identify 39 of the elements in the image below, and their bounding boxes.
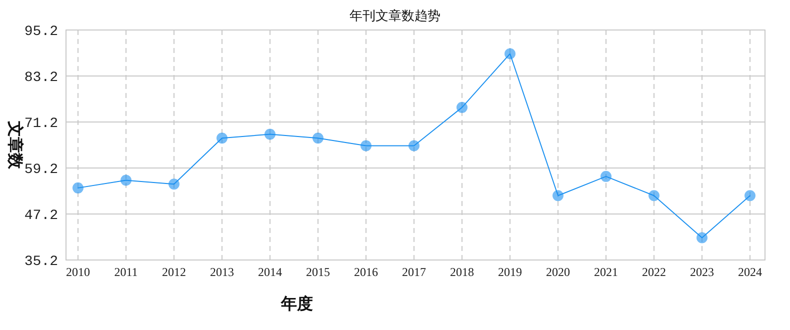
x-tick-label: 2016 [354,265,378,279]
y-tick-label: 71.2 [24,116,58,132]
x-tick-label: 2024 [738,265,762,279]
x-tick-label: 2010 [66,265,90,279]
chart-title: 年刊文章数趋势 [350,8,440,23]
point [168,178,180,190]
point [312,132,324,144]
x-tick-label: 2015 [306,265,330,279]
y-tick-label: 35.2 [24,254,58,270]
y-tick-label: 59.2 [24,162,58,178]
x-tick-label: 2011 [114,265,138,279]
x-tick-label: 2022 [642,265,666,279]
point [744,190,756,202]
x-tick-label: 2013 [210,265,234,279]
x-tick-label: 2014 [258,265,282,279]
point [552,190,564,202]
x-tick-label: 2023 [690,265,714,279]
x-tick-label: 2012 [162,265,186,279]
point [120,174,132,186]
y-tick-label: 83.2 [24,70,58,86]
point [504,48,516,60]
y-axis-title: 文章数 [6,120,24,170]
x-tick-label: 2020 [546,265,570,279]
y-tick-label: 47.2 [24,208,58,224]
point [72,182,84,194]
point [456,102,468,113]
point [216,132,228,144]
x-tick-label: 2017 [402,265,426,279]
point [264,128,276,140]
x-tick-label: 2019 [498,265,522,279]
x-tick-label: 2018 [450,265,474,279]
point [408,140,420,152]
point [600,170,612,182]
x-axis-title: 年度 [280,294,313,313]
point [648,190,660,202]
point [696,232,708,244]
y-tick-label: 95.2 [24,24,58,40]
point [360,140,372,152]
x-tick-label: 2021 [594,265,618,279]
